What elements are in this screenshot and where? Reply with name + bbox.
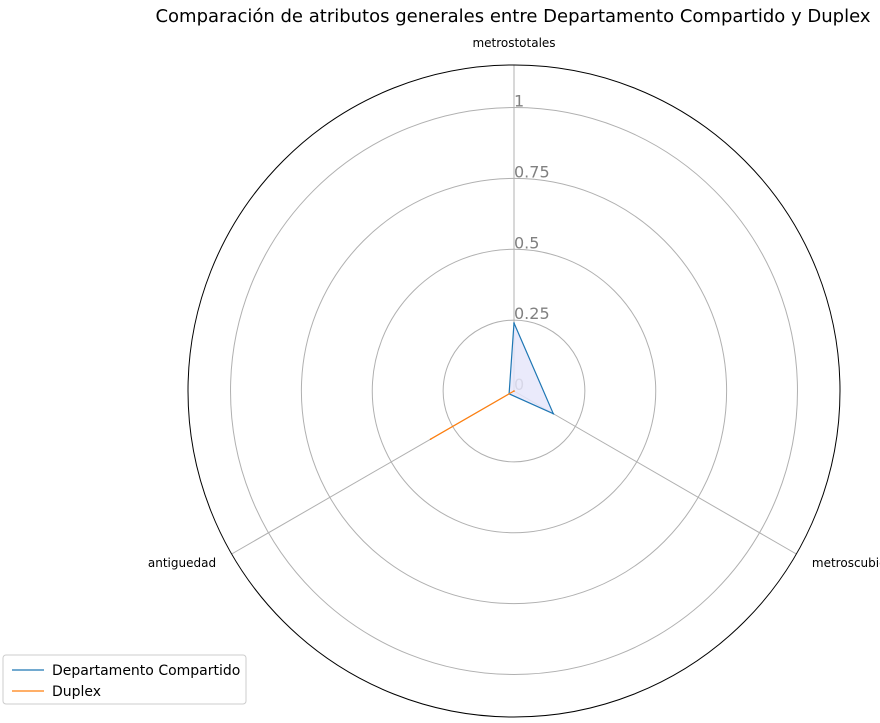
axis-label-antiguedad: antiguedad [148, 556, 216, 570]
r-tick-label: 1 [514, 92, 524, 111]
legend: Departamento Compartido Duplex [2, 654, 247, 705]
legend-label-duplex: Duplex [52, 684, 101, 700]
series-departamento-compartido-point-metroscubiertos [552, 412, 555, 415]
outer-frame [187, 64, 841, 718]
series-layer [429, 322, 555, 440]
legend-label-departamento-compartido: Departamento Compartido [52, 663, 240, 679]
r-tick-label: 0.5 [514, 233, 539, 252]
legend-frame [2, 654, 247, 705]
r-tick-label: 0.25 [514, 304, 550, 323]
series-departamento-compartido-point-metrostotales [513, 322, 515, 324]
r-tick-label: 0.75 [514, 162, 550, 181]
series-departamento-compartido-polygon [508, 322, 555, 415]
grid-spoke-metroscubiertos [513, 390, 797, 555]
series-duplex-point-metroscubiertos [513, 390, 515, 392]
axis-label-metrostotales: metrostotales [472, 36, 555, 50]
axis-label-metroscubiertos: metroscubiertos [812, 556, 880, 570]
chart-title: Comparación de atributos generales entre… [155, 6, 870, 27]
axis-labels: metrostotales metroscubiertos antiguedad [148, 36, 880, 570]
series-duplex-point-antiguedad [429, 438, 432, 440]
